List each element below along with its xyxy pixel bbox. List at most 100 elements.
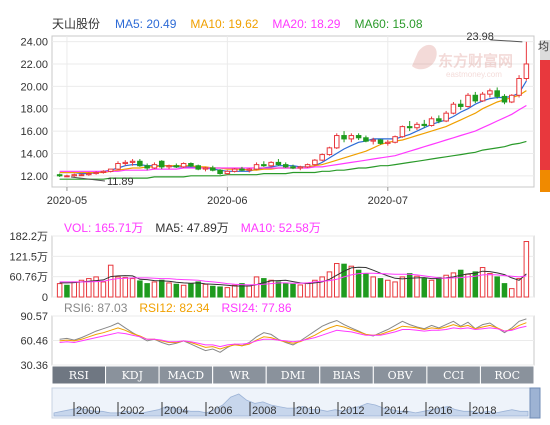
candle-body <box>210 167 216 171</box>
y-tick-label: 121.5万 <box>9 251 48 263</box>
candle-body <box>268 161 274 167</box>
candle-body <box>516 78 522 96</box>
volume-bar <box>436 277 442 298</box>
candle-body <box>122 161 129 165</box>
y-tick-label: 0 <box>42 292 48 304</box>
volume-bar <box>71 281 77 298</box>
volume-bar <box>64 284 70 298</box>
volume-bar <box>341 263 347 298</box>
candle-body <box>224 170 231 175</box>
y-tick-label: 20.00 <box>20 81 48 93</box>
legend-item: MA10: 19.62 <box>190 17 258 31</box>
legend-item: RSI6: 87.03 <box>64 301 128 315</box>
volume-bar <box>78 279 85 298</box>
annotation-arrow <box>490 39 523 43</box>
legend-item: RSI24: 77.86 <box>221 301 291 315</box>
volume-bars <box>56 241 530 298</box>
price-grid <box>52 36 534 187</box>
timeline-year-label: 2004 <box>164 405 188 417</box>
y-tick-label: 90.57 <box>20 311 48 323</box>
candle-body <box>71 174 77 177</box>
candle-body <box>406 126 413 129</box>
candle-body <box>86 173 92 176</box>
volume-bar <box>231 284 238 298</box>
timeline-range-handle[interactable] <box>529 387 541 419</box>
y-tick-label: 22.00 <box>20 59 48 71</box>
tab-label: ROC <box>494 369 520 382</box>
volume-bar <box>166 282 172 298</box>
tab-label: OBV <box>388 369 414 382</box>
volume-bar <box>312 279 318 298</box>
candle-body <box>64 175 70 178</box>
timeline-years: 2000 2002 2004 2006 2008 2010 2012 2014 2016 2018 <box>73 402 496 417</box>
side-strip-tag <box>540 170 550 192</box>
volume-bar <box>472 271 479 298</box>
timeline-year-label: 2006 <box>208 405 232 417</box>
x-tick-label: 2020-05 <box>47 195 87 207</box>
candle-body <box>333 135 340 149</box>
volume-bar <box>355 269 362 298</box>
rsi-y-axis: 90.57 60.46 30.36 <box>20 311 48 372</box>
volume-bar <box>268 279 274 298</box>
candle-body <box>443 112 449 122</box>
volume-bar <box>195 281 201 298</box>
candle-body <box>180 163 187 168</box>
side-strip-accent <box>540 60 550 170</box>
price-annotations: 23.98 11.89 <box>70 31 523 188</box>
volume-bar <box>406 273 413 298</box>
volume-bar <box>450 272 457 298</box>
volume-bar <box>523 241 530 298</box>
tab-label: RSI <box>69 369 89 382</box>
candle-body <box>144 165 150 169</box>
candle-body <box>392 136 398 143</box>
candle-body <box>246 168 253 171</box>
tab-label: KDJ <box>122 369 143 382</box>
candle-body <box>188 163 194 167</box>
volume-bar <box>516 278 522 298</box>
annotation-arrow <box>70 176 105 182</box>
candle-body <box>282 164 289 168</box>
candle-body <box>355 135 362 139</box>
candle-body <box>312 159 318 166</box>
candle-body <box>253 164 260 170</box>
volume-bar <box>129 278 136 298</box>
x-tick-label: 2020-07 <box>368 195 408 207</box>
y-tick-label: 18.00 <box>20 104 48 116</box>
candle-body <box>202 167 209 170</box>
volume-bar <box>333 263 340 298</box>
volume-bar <box>443 274 449 298</box>
candle-body <box>414 123 420 129</box>
volume-bar <box>115 276 121 298</box>
candle-body <box>151 164 158 169</box>
legend-item: MA20: 18.29 <box>272 17 340 31</box>
x-tick-label: 2020-06 <box>207 195 247 207</box>
y-tick-label: 60.76万 <box>9 272 48 284</box>
legend-item: MA60: 15.08 <box>354 17 422 31</box>
price-x-axis: 2020-05 2020-06 2020-07 <box>47 187 408 207</box>
candle-body <box>472 94 479 102</box>
candle-body <box>421 123 428 126</box>
volume-bar <box>326 271 333 298</box>
candle-body <box>166 165 172 168</box>
y-tick-label: 182.2万 <box>9 231 48 243</box>
tab-roc[interactable] <box>479 365 535 385</box>
candle-body <box>465 94 471 107</box>
volume-bar <box>158 279 165 298</box>
candle-body <box>290 166 296 169</box>
legend-item: MA10: 52.58万 <box>241 221 321 235</box>
stock-name: 天山股份 <box>52 17 100 31</box>
legend-item: MA5: 47.89万 <box>155 221 228 235</box>
candle-body <box>239 168 245 171</box>
candle-body <box>107 168 114 172</box>
y-tick-label: 16.00 <box>20 126 48 138</box>
candle-body <box>56 174 63 177</box>
candle-body <box>370 139 376 142</box>
volume-bar <box>144 283 150 298</box>
volume-bar <box>100 281 107 298</box>
volume-bar <box>210 285 216 298</box>
timeline-year-label: 2008 <box>252 405 276 417</box>
candle-body <box>341 135 347 140</box>
candle-body <box>436 118 442 122</box>
rsi-legend: RSI6: 87.03 RSI12: 82.34 RSI24: 77.86 <box>64 301 292 315</box>
volume-bar <box>107 264 114 298</box>
